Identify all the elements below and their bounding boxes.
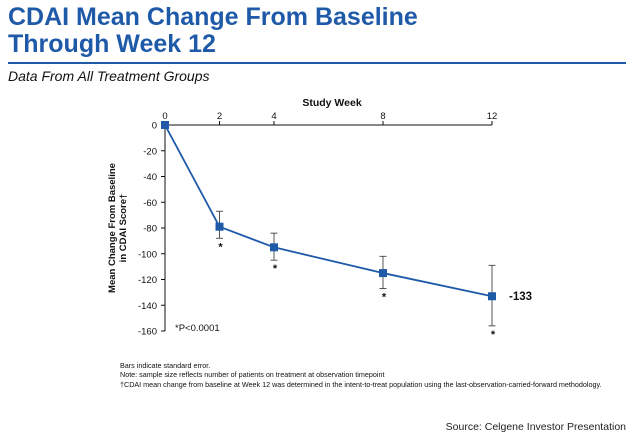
series-line [164, 124, 493, 298]
y-tick-label: -20 [143, 146, 157, 157]
data-point [161, 121, 169, 129]
y-tick-label: -140 [138, 301, 157, 312]
footnote-1: Bars indicate standard error. [120, 361, 211, 370]
x-axis-ticks: 0 2 4 8 12 [162, 111, 497, 125]
significance-note: *P<0.0001 [175, 323, 220, 334]
subtitle: Data From All Treatment Groups [8, 68, 210, 84]
data-point [379, 269, 387, 278]
footnote-2: Note: sample size reflects number of pat… [120, 370, 385, 380]
significance-star: * [218, 241, 223, 253]
x-tick-label: 0 [162, 111, 167, 122]
title-line-1: CDAI Mean Change From Baseline [8, 3, 418, 31]
significance-star: * [382, 292, 387, 304]
significance-markers: * * * * [218, 241, 496, 341]
y-tick-label: 0 [152, 121, 157, 132]
y-tick-label: -60 [143, 198, 157, 209]
end-value-label: -133 [509, 291, 532, 303]
title-divider [8, 62, 626, 64]
footnote-3: †CDAI mean change from baseline at Week … [120, 379, 602, 389]
page-title: CDAI Mean Change From Baseline Through W… [8, 4, 608, 58]
x-axis-label: Study Week [302, 97, 361, 109]
data-points [161, 121, 496, 301]
y-tick-label: -80 [143, 224, 157, 235]
significance-star: * [273, 263, 278, 275]
title-line-2: Through Week 12 [8, 30, 216, 58]
data-point [215, 222, 224, 231]
y-tick-label: -100 [138, 249, 157, 260]
footnotes: Bars indicate standard error. Note: samp… [120, 361, 602, 389]
error-bars [216, 210, 496, 327]
data-point [488, 292, 496, 301]
y-axis-label-line-2: in CDAI Score† [118, 194, 129, 263]
source-credit: Source: Celgene Investor Presentation [445, 421, 626, 433]
x-tick-label: 8 [380, 111, 385, 122]
x-tick-label: 4 [271, 111, 276, 122]
y-tick-label: -120 [138, 275, 157, 286]
chart-axes [164, 124, 492, 331]
y-axis-label-line-1: Mean Change From Baseline [107, 163, 118, 293]
significance-star: * [491, 329, 496, 341]
y-tick-label: -160 [138, 327, 157, 338]
y-axis-ticks: 0 -20 -40 -60 -80 -100 -120 -140 -160 [138, 121, 165, 338]
y-tick-label: -40 [143, 172, 157, 183]
x-tick-label: 2 [217, 111, 222, 122]
data-point [270, 243, 278, 252]
x-tick-label: 12 [487, 111, 498, 122]
